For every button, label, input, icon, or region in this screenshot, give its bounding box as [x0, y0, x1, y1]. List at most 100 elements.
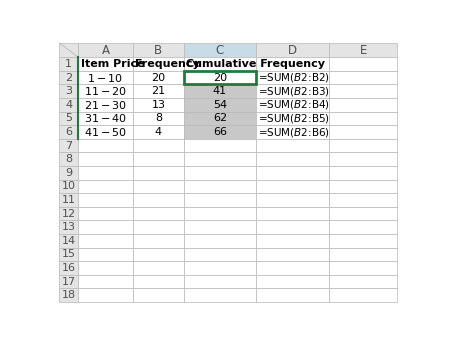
Bar — [78, 234, 133, 247]
Bar — [59, 125, 78, 139]
Bar — [256, 207, 329, 220]
Bar — [184, 139, 256, 152]
Bar — [329, 261, 397, 275]
Bar — [78, 139, 133, 152]
Bar — [184, 84, 256, 98]
Bar — [329, 57, 397, 71]
Text: 7: 7 — [65, 140, 73, 151]
Text: $31 - $40: $31 - $40 — [84, 113, 127, 125]
Text: 66: 66 — [213, 127, 227, 137]
Bar — [184, 125, 256, 139]
Bar — [256, 71, 329, 84]
Bar — [59, 71, 78, 84]
Bar — [256, 139, 329, 152]
Bar — [59, 84, 78, 98]
Bar — [78, 125, 133, 139]
Text: 18: 18 — [62, 290, 76, 300]
Bar — [184, 43, 256, 57]
Bar — [329, 288, 397, 302]
Text: 14: 14 — [62, 236, 76, 246]
Text: 5: 5 — [65, 113, 73, 124]
Text: 6: 6 — [65, 127, 73, 137]
Bar — [59, 234, 78, 247]
Bar — [78, 43, 133, 57]
Text: 13: 13 — [151, 100, 165, 110]
Text: $21 - $30: $21 - $30 — [84, 99, 127, 111]
Bar — [78, 152, 133, 166]
Bar — [59, 261, 78, 275]
Bar — [59, 288, 78, 302]
Bar — [78, 247, 133, 261]
Bar — [184, 112, 256, 125]
Bar — [184, 166, 256, 180]
Bar — [329, 43, 397, 57]
Text: 62: 62 — [213, 113, 227, 124]
Bar — [256, 288, 329, 302]
Text: =SUM($B$2:B3): =SUM($B$2:B3) — [258, 85, 330, 98]
Text: 11: 11 — [62, 195, 76, 205]
Bar — [184, 152, 256, 166]
Bar — [59, 220, 78, 234]
Text: D: D — [288, 44, 297, 56]
Bar — [133, 247, 184, 261]
Bar — [133, 261, 184, 275]
Text: 12: 12 — [62, 209, 76, 219]
Bar — [256, 180, 329, 193]
Text: 15: 15 — [62, 249, 76, 259]
Bar — [133, 288, 184, 302]
Bar — [59, 193, 78, 207]
Text: 10: 10 — [62, 181, 76, 191]
Bar — [329, 234, 397, 247]
Bar — [256, 234, 329, 247]
Bar — [78, 98, 133, 112]
Bar — [133, 207, 184, 220]
Bar — [78, 193, 133, 207]
Bar — [78, 275, 133, 288]
Text: 3: 3 — [65, 86, 73, 96]
Bar — [59, 57, 78, 71]
Bar — [329, 247, 397, 261]
Text: C: C — [216, 44, 224, 56]
Bar — [133, 57, 184, 71]
Bar — [78, 84, 133, 98]
Bar — [78, 166, 133, 180]
Bar — [184, 180, 256, 193]
Text: $11 - $20: $11 - $20 — [84, 85, 127, 97]
Bar — [256, 247, 329, 261]
Bar — [256, 166, 329, 180]
Text: =SUM($B$2:B4): =SUM($B$2:B4) — [258, 98, 330, 112]
Bar — [329, 166, 397, 180]
Bar — [59, 43, 78, 57]
Text: 4: 4 — [155, 127, 162, 137]
Bar — [59, 112, 78, 125]
Text: 13: 13 — [62, 222, 76, 232]
Text: Frequency: Frequency — [135, 59, 200, 69]
Bar — [184, 193, 256, 207]
Text: 8: 8 — [155, 113, 162, 124]
Bar — [78, 288, 133, 302]
Bar — [133, 139, 184, 152]
Text: =SUM($B$2:B2): =SUM($B$2:B2) — [258, 71, 330, 84]
Bar — [133, 71, 184, 84]
Bar — [184, 247, 256, 261]
Bar — [133, 275, 184, 288]
Bar — [59, 207, 78, 220]
Bar — [78, 207, 133, 220]
Text: 8: 8 — [65, 154, 73, 164]
Bar — [59, 180, 78, 193]
Bar — [78, 112, 133, 125]
Text: 2: 2 — [65, 73, 73, 83]
Bar — [59, 275, 78, 288]
Text: $41 - $50: $41 - $50 — [84, 126, 127, 138]
Bar — [256, 98, 329, 112]
Bar — [256, 112, 329, 125]
Bar — [133, 166, 184, 180]
Bar — [256, 220, 329, 234]
Bar — [78, 220, 133, 234]
Bar — [59, 152, 78, 166]
Bar — [329, 139, 397, 152]
Text: 41: 41 — [213, 86, 227, 96]
Bar — [184, 57, 256, 71]
Bar — [329, 220, 397, 234]
Bar — [59, 139, 78, 152]
